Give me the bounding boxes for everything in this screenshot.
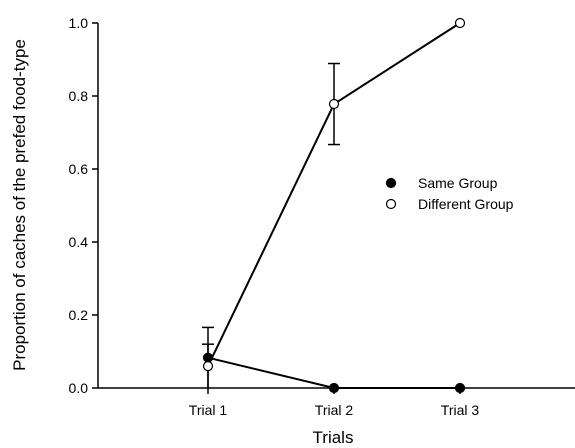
series-layer [202,17,466,394]
x-tick-label: Trial 1 [189,402,228,418]
legend-marker [385,177,397,189]
legend-marker [385,198,397,210]
x-axis-title: Trials [313,428,354,447]
y-tick-label: 1.0 [69,15,89,31]
y-axis: 0.0 0.2 0.4 0.6 0.8 1.0 [69,15,99,396]
data-point-same-group [328,382,340,394]
x-tick-label: Trial 3 [441,402,480,418]
data-point-different-group [454,17,466,29]
x-tick-label: Trial 2 [315,402,354,418]
y-axis-title: Proportion of caches of the prefed food-… [10,39,29,371]
legend-label: Same Group [418,175,498,191]
data-point-different-group [202,361,214,372]
legend-label: Different Group [418,196,514,212]
y-tick-label: 0.8 [69,88,89,104]
y-tick-label: 0.6 [69,161,89,177]
x-axis: Trial 1 Trial 2 Trial 3 [98,387,575,418]
y-tick-label: 0.0 [69,380,89,396]
y-tick-label: 0.2 [69,307,89,323]
data-point-same-group [202,352,214,363]
data-point-same-group [454,382,466,394]
data-point-different-group [328,98,340,110]
legend: Same Group Different Group [385,175,514,212]
y-tick-label: 0.4 [69,234,89,250]
